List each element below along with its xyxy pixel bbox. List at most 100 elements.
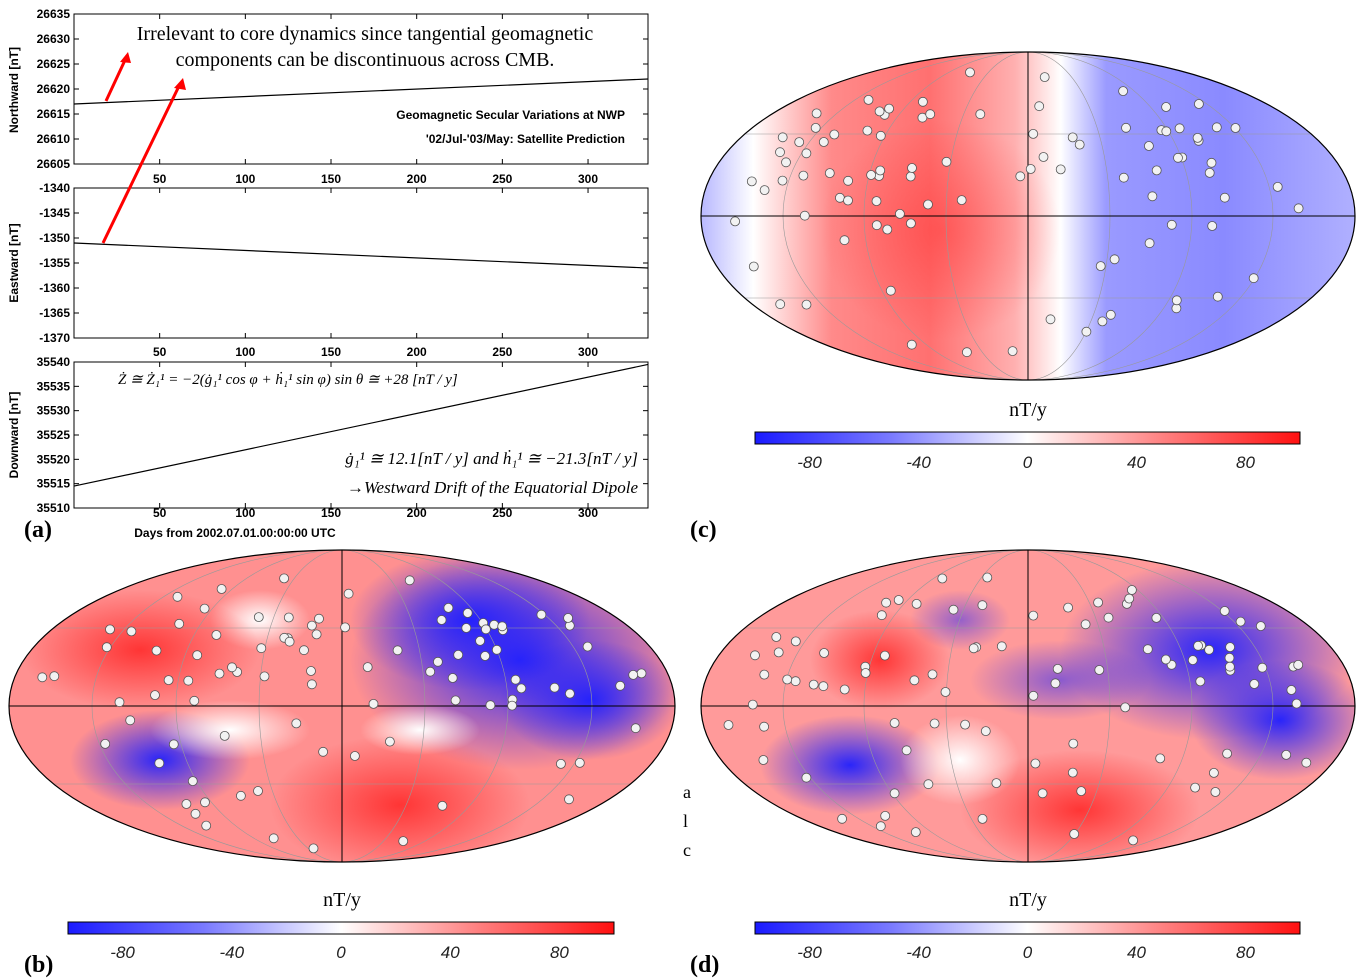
- x-tick-label: 200: [407, 345, 427, 359]
- station-marker: [777, 175, 788, 186]
- station-marker: [1161, 102, 1171, 112]
- station-marker: [1281, 750, 1292, 760]
- station-marker: [192, 650, 203, 661]
- station-marker: [782, 674, 793, 685]
- station-marker: [485, 700, 496, 711]
- station-marker: [1293, 660, 1304, 670]
- y-tick-label: -1350: [39, 231, 70, 245]
- station-marker: [839, 684, 850, 695]
- y-tick-label: 35530: [37, 404, 71, 418]
- station-marker: [1095, 261, 1106, 272]
- station-marker: [1210, 787, 1221, 797]
- station-marker: [956, 195, 967, 206]
- station-marker: [889, 788, 900, 799]
- station-marker: [1291, 698, 1302, 709]
- station-marker: [1068, 738, 1079, 749]
- station-marker: [906, 218, 916, 229]
- x-tick-label: 300: [578, 506, 598, 520]
- station-marker: [889, 718, 900, 728]
- panel-label-a: (a): [24, 517, 52, 543]
- station-marker: [1161, 126, 1172, 137]
- station-marker: [340, 622, 351, 633]
- station-marker: [723, 720, 734, 730]
- station-marker: [748, 261, 759, 272]
- station-marker: [432, 656, 443, 667]
- station-marker: [172, 591, 183, 602]
- y-tick-label: 26620: [37, 82, 71, 96]
- panel-a-line-charts: 26605 26610 26615 26620 26625 26630 26635 50 100…: [7, 7, 649, 540]
- y-tick-label: 26615: [37, 107, 71, 121]
- station-marker: [818, 681, 829, 692]
- y-axis-label: Northward [nT]: [7, 47, 21, 133]
- station-marker: [1015, 171, 1026, 182]
- station-marker: [866, 170, 876, 180]
- station-marker: [876, 610, 887, 621]
- station-marker: [1128, 835, 1138, 846]
- station-marker: [563, 613, 573, 623]
- colorbar-tick-label: 40: [1127, 453, 1146, 472]
- panel-label-b: (b): [24, 952, 53, 978]
- station-marker: [895, 208, 905, 219]
- station-marker: [819, 648, 829, 658]
- formula-z: Ż ≅ Ż₁¹ = −2(ġ₁¹ cos φ + ḣ₁¹ sin φ) sin …: [118, 372, 458, 388]
- svg-text:c: c: [683, 840, 691, 860]
- colorbars: -80 -40 0 40 80 -80 -40 0 40 80 -80 -40 0 40 80: [67, 431, 1301, 962]
- colorbar-c: -80 -40 0 40 80: [754, 431, 1301, 472]
- map-b-unit: nT/y: [323, 889, 361, 911]
- station-marker: [1109, 254, 1120, 265]
- y-tick-label: 26610: [37, 132, 71, 146]
- y-tick-label: 35535: [37, 379, 71, 393]
- station-marker: [1194, 99, 1204, 109]
- station-marker: [398, 836, 409, 846]
- station-marker: [923, 779, 934, 790]
- station-marker: [318, 746, 329, 757]
- map-b: [8, 549, 676, 863]
- station-marker: [1272, 181, 1283, 192]
- station-marker: [875, 165, 886, 176]
- station-marker: [174, 618, 185, 629]
- station-marker: [771, 632, 782, 642]
- station-marker: [991, 778, 1002, 788]
- station-marker: [863, 95, 874, 105]
- colorbar-tick-label: -40: [906, 453, 931, 472]
- station-marker: [730, 216, 740, 227]
- formula-westward-drift: →Westward Drift of the Equatorial Dipole: [347, 478, 639, 497]
- station-marker: [1230, 123, 1241, 133]
- station-marker: [906, 339, 917, 350]
- station-marker: [1093, 597, 1103, 608]
- station-marker: [798, 170, 809, 181]
- station-marker: [1192, 132, 1203, 143]
- station-marker: [189, 695, 200, 706]
- x-axis-label: Days from 2002.07.01.00:00:00 UTC: [134, 526, 336, 540]
- station-marker: [1081, 326, 1092, 337]
- station-marker: [1190, 782, 1200, 793]
- station-marker: [1222, 748, 1232, 759]
- station-marker: [1069, 829, 1080, 839]
- station-marker: [1174, 123, 1185, 134]
- station-marker: [253, 612, 264, 622]
- station-marker: [549, 682, 560, 693]
- station-marker: [1161, 654, 1171, 665]
- station-marker: [1118, 86, 1128, 96]
- station-marker: [948, 604, 959, 615]
- station-marker: [404, 575, 415, 586]
- station-marker: [150, 690, 160, 700]
- station-marker: [343, 588, 354, 599]
- station-marker: [794, 137, 805, 148]
- station-marker: [362, 662, 373, 672]
- station-marker: [837, 813, 847, 824]
- station-marker: [384, 736, 395, 747]
- station-marker: [1212, 291, 1223, 302]
- station-marker: [773, 647, 784, 658]
- station-marker: [1204, 167, 1215, 178]
- colorbar-tick-label: 80: [550, 943, 569, 962]
- station-marker: [901, 745, 912, 756]
- station-marker: [1151, 613, 1162, 623]
- station-marker: [1028, 128, 1039, 139]
- station-marker: [1103, 612, 1114, 623]
- subtitle-line2: '02/Jul-'03/May: Satellite Prediction: [426, 132, 625, 146]
- station-marker: [480, 624, 491, 635]
- y-tick-label: 35510: [37, 501, 71, 515]
- colorbar-tick-label: -80: [797, 943, 822, 962]
- colorbar-tick-label: 0: [1023, 943, 1033, 962]
